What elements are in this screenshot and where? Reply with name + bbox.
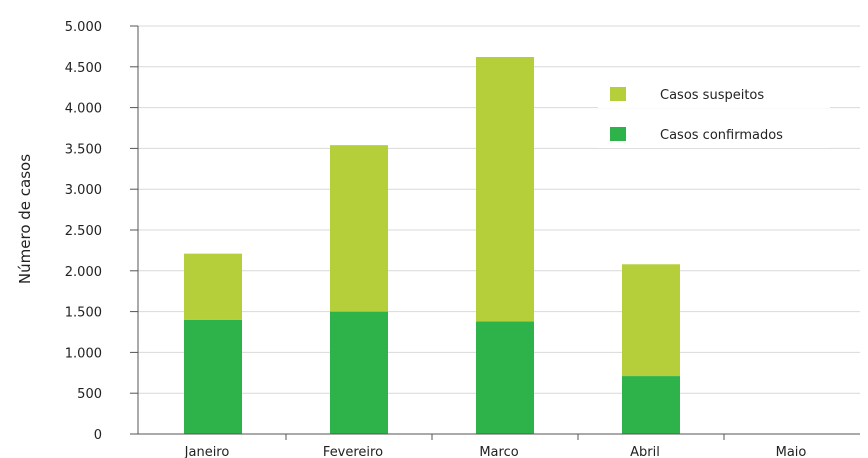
axes <box>130 25 860 440</box>
y-tick-label: 1.000 <box>65 346 102 361</box>
bar-confirmados <box>330 311 388 434</box>
bar-suspeitos <box>622 264 680 377</box>
bar-confirmados <box>476 321 534 434</box>
y-tick-label: 500 <box>77 387 102 402</box>
legend-entry <box>598 120 830 148</box>
y-tick-label: 3.000 <box>65 183 102 198</box>
y-tick-label: 4.500 <box>65 61 102 76</box>
bar-suspeitos <box>330 145 388 312</box>
x-tick-label: Abril <box>630 445 660 458</box>
bar-confirmados <box>184 319 242 434</box>
bar-suspeitos <box>476 57 534 322</box>
y-tick-label: 4.000 <box>65 102 102 117</box>
legend-entry <box>598 80 830 108</box>
x-tick-labels: Janeiro Fevereiro Marco Abril Maio <box>184 445 807 458</box>
legend: Casos suspeitos Casos confirmados <box>598 80 830 148</box>
legend-label: Casos confirmados <box>660 128 783 143</box>
x-tick-label: Janeiro <box>184 445 230 458</box>
x-tick-label: Marco <box>479 445 518 458</box>
legend-swatch <box>610 127 626 141</box>
y-tick-label: 2.000 <box>65 265 102 280</box>
x-tick-label: Maio <box>776 445 807 458</box>
y-tick-label: 3.500 <box>65 142 102 157</box>
bar-confirmados <box>622 376 680 434</box>
x-tick-label: Fevereiro <box>323 445 383 458</box>
y-tick-labels: 0 500 1.000 1.500 2.000 2.500 3.000 3.500 4.000 4… <box>65 20 102 443</box>
legend-label: Casos suspeitos <box>660 88 764 103</box>
y-tick-label: 2.500 <box>65 224 102 239</box>
bar-suspeitos <box>184 253 242 320</box>
y-axis-title: Número de casos <box>16 154 34 284</box>
bars <box>184 57 680 434</box>
y-tick-label: 5.000 <box>65 20 102 35</box>
y-tick-label: 0 <box>94 428 102 443</box>
legend-swatch <box>610 87 626 101</box>
y-tick-label: 1.500 <box>65 306 102 321</box>
